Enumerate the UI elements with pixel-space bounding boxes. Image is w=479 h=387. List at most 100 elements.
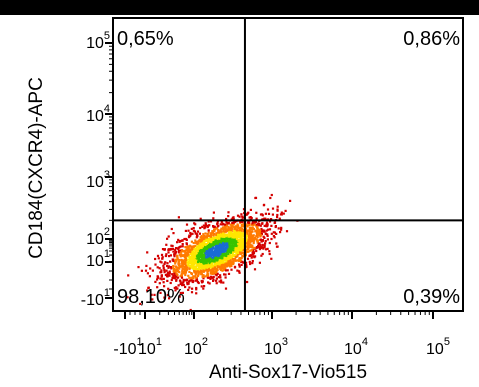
event-point bbox=[203, 269, 207, 272]
event-point bbox=[270, 193, 273, 197]
event-point bbox=[226, 250, 229, 253]
event-point bbox=[245, 265, 248, 268]
event-point bbox=[156, 276, 159, 279]
event-point bbox=[179, 291, 182, 295]
x-tick-label: 105 bbox=[426, 336, 450, 358]
event-point bbox=[268, 241, 271, 245]
event-point bbox=[224, 235, 228, 238]
event-point bbox=[182, 281, 185, 284]
event-point bbox=[179, 255, 182, 258]
event-point bbox=[214, 239, 217, 242]
event-point bbox=[279, 231, 282, 234]
event-point bbox=[200, 246, 203, 249]
event-point bbox=[214, 271, 217, 274]
event-point bbox=[258, 231, 261, 234]
event-point bbox=[242, 255, 245, 258]
event-point bbox=[180, 276, 184, 279]
event-point bbox=[201, 243, 205, 246]
event-point bbox=[170, 267, 173, 270]
event-point bbox=[188, 267, 191, 270]
event-point bbox=[206, 271, 209, 275]
event-point bbox=[260, 232, 263, 236]
event-point bbox=[225, 260, 228, 263]
event-point bbox=[219, 234, 222, 237]
event-point bbox=[266, 208, 270, 211]
event-point bbox=[240, 257, 243, 260]
event-point bbox=[206, 244, 209, 248]
event-point bbox=[212, 278, 215, 281]
event-point bbox=[209, 235, 212, 238]
event-point bbox=[163, 262, 166, 265]
event-point bbox=[207, 269, 210, 272]
event-point bbox=[185, 251, 188, 254]
event-point bbox=[206, 249, 209, 253]
event-point bbox=[212, 236, 215, 240]
event-point bbox=[220, 220, 223, 223]
event-point bbox=[164, 273, 167, 277]
event-point bbox=[240, 244, 243, 248]
event-point bbox=[227, 215, 230, 218]
event-point bbox=[208, 242, 211, 245]
event-point bbox=[189, 250, 192, 254]
event-point bbox=[190, 240, 193, 243]
event-point bbox=[212, 257, 216, 261]
event-point bbox=[186, 246, 189, 249]
event-point bbox=[280, 211, 283, 214]
event-point bbox=[189, 266, 193, 269]
event-point bbox=[181, 249, 184, 252]
event-point bbox=[246, 232, 249, 235]
event-point bbox=[195, 241, 198, 245]
event-point bbox=[224, 233, 227, 236]
event-point bbox=[148, 275, 151, 278]
event-point bbox=[230, 261, 233, 264]
event-point bbox=[264, 240, 267, 243]
event-point bbox=[146, 272, 149, 275]
event-point bbox=[253, 246, 256, 249]
event-point bbox=[185, 238, 188, 241]
y-axis-title: CD184(CXCR4)-APC bbox=[26, 77, 47, 259]
event-point bbox=[199, 217, 202, 220]
event-point bbox=[204, 224, 208, 227]
event-point bbox=[233, 248, 237, 252]
x-tick-label: 101 bbox=[138, 336, 162, 358]
event-point bbox=[178, 262, 181, 266]
event-point bbox=[184, 267, 187, 270]
event-point bbox=[254, 229, 258, 232]
event-point bbox=[210, 271, 213, 274]
event-point bbox=[175, 286, 178, 289]
event-point bbox=[160, 275, 163, 278]
event-point bbox=[231, 258, 234, 261]
event-point bbox=[224, 228, 227, 231]
event-point bbox=[222, 227, 225, 230]
event-point bbox=[177, 284, 180, 287]
event-point bbox=[159, 277, 162, 280]
event-point bbox=[181, 265, 184, 268]
x-tick-label: 103 bbox=[264, 336, 288, 358]
event-point bbox=[189, 256, 192, 259]
event-point bbox=[213, 232, 216, 235]
event-point bbox=[157, 257, 160, 260]
event-point bbox=[224, 269, 227, 272]
event-point bbox=[249, 230, 252, 233]
event-point bbox=[231, 216, 234, 220]
event-point bbox=[236, 269, 239, 272]
event-point bbox=[221, 249, 224, 252]
event-point bbox=[224, 266, 227, 270]
event-point bbox=[258, 238, 261, 242]
event-point bbox=[184, 258, 187, 261]
event-point bbox=[214, 262, 217, 265]
event-point bbox=[225, 242, 228, 245]
event-point bbox=[263, 203, 266, 206]
event-point bbox=[255, 211, 258, 214]
event-point bbox=[226, 240, 229, 243]
event-point bbox=[221, 265, 224, 268]
event-point bbox=[223, 243, 226, 246]
event-point bbox=[191, 247, 194, 250]
event-point bbox=[218, 266, 221, 269]
event-point bbox=[195, 292, 198, 295]
event-point bbox=[268, 228, 272, 231]
axis-ticks bbox=[105, 42, 434, 319]
event-point bbox=[250, 230, 253, 233]
event-point bbox=[184, 249, 187, 252]
event-point bbox=[234, 227, 237, 230]
